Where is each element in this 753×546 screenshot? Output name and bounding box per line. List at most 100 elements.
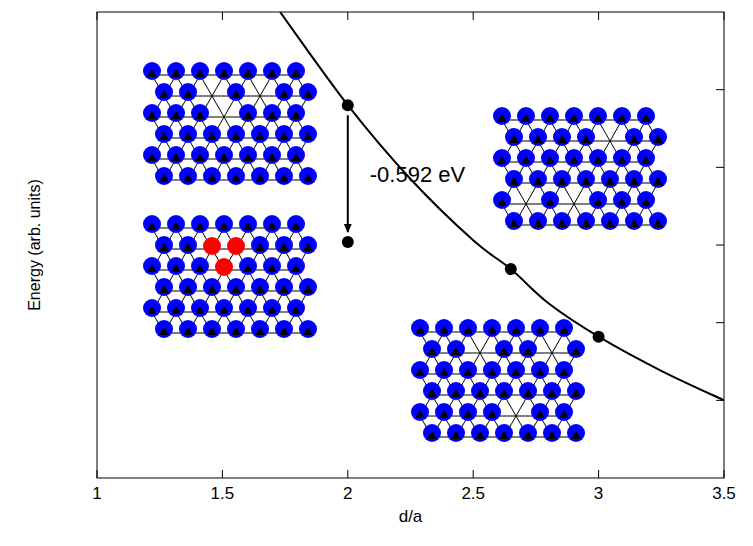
lattice-atom bbox=[507, 319, 525, 337]
lattice-atom bbox=[577, 170, 595, 188]
lattice-atom bbox=[649, 212, 667, 230]
atom-shade bbox=[533, 219, 543, 227]
lattice-atom bbox=[423, 340, 441, 358]
lattice-atom bbox=[519, 424, 537, 442]
lattice-atom bbox=[459, 403, 477, 421]
lattice-atom bbox=[191, 62, 209, 80]
x-tick bbox=[347, 470, 348, 478]
lattice-atom bbox=[601, 170, 619, 188]
atom-shade bbox=[499, 389, 509, 397]
lattice-atom bbox=[191, 299, 209, 317]
lattice-atom bbox=[179, 167, 197, 185]
atom-shade bbox=[487, 326, 497, 334]
atom-shade bbox=[547, 389, 557, 397]
atom-shade bbox=[231, 327, 241, 335]
atom-shade bbox=[653, 177, 663, 185]
lattice-atom bbox=[251, 167, 269, 185]
atom-shade bbox=[183, 285, 193, 293]
lattice-atom bbox=[299, 167, 317, 185]
atom-shade bbox=[207, 132, 217, 140]
lattice-atom bbox=[507, 361, 525, 379]
atom-shade bbox=[243, 69, 253, 77]
lattice-atom bbox=[179, 320, 197, 338]
x-tick bbox=[473, 470, 474, 478]
y-tick bbox=[716, 89, 724, 90]
lattice-atom bbox=[239, 62, 257, 80]
atom-shade bbox=[303, 243, 313, 251]
atom-shade bbox=[497, 114, 507, 122]
atom-shade bbox=[509, 219, 519, 227]
atom-shade bbox=[547, 431, 557, 439]
lattice-atom bbox=[541, 107, 559, 125]
atom-shade bbox=[509, 135, 519, 143]
lattice-atom bbox=[423, 424, 441, 442]
lattice-atom bbox=[505, 170, 523, 188]
lattice-atom bbox=[287, 257, 305, 275]
atom-shade bbox=[231, 90, 241, 98]
atom-shade bbox=[451, 389, 461, 397]
atom-shade bbox=[267, 111, 277, 119]
atom-shade bbox=[171, 153, 181, 161]
atom-shade bbox=[255, 285, 265, 293]
atom-shade bbox=[183, 174, 193, 182]
lattice-atom bbox=[275, 320, 293, 338]
atom-shade bbox=[267, 69, 277, 77]
atom-shade bbox=[439, 326, 449, 334]
atom-shade bbox=[195, 306, 205, 314]
atom-shade bbox=[243, 153, 253, 161]
lattice-atom bbox=[299, 125, 317, 143]
lattice-atom bbox=[517, 107, 535, 125]
atom-shade bbox=[439, 410, 449, 418]
lattice-atom bbox=[447, 340, 465, 358]
lattice-atom bbox=[263, 299, 281, 317]
lattice-atom bbox=[613, 107, 631, 125]
atom-shade bbox=[303, 174, 313, 182]
atom-shade bbox=[207, 285, 217, 293]
lattice-atom bbox=[299, 83, 317, 101]
lattice-atom bbox=[649, 128, 667, 146]
atom-shade bbox=[557, 219, 567, 227]
atom-shade bbox=[497, 198, 507, 206]
atom-shade bbox=[499, 347, 509, 355]
lattice-atom bbox=[517, 149, 535, 167]
lattice-atom bbox=[275, 83, 293, 101]
lattice-atom bbox=[565, 107, 583, 125]
data-point bbox=[342, 99, 354, 111]
atom-shade bbox=[571, 431, 581, 439]
x-tick bbox=[473, 12, 474, 20]
atom-shade bbox=[475, 431, 485, 439]
atom-shade bbox=[183, 243, 193, 251]
lattice-atom bbox=[203, 125, 221, 143]
lattice-atom bbox=[601, 212, 619, 230]
lattice-atom bbox=[239, 257, 257, 275]
atom-shade bbox=[581, 177, 591, 185]
atom-shade bbox=[533, 177, 543, 185]
lattice-atom bbox=[287, 299, 305, 317]
lattice-atom bbox=[625, 212, 643, 230]
lattice-atom bbox=[519, 382, 537, 400]
atom-shade bbox=[415, 368, 425, 376]
lattice-atom bbox=[567, 382, 585, 400]
atom-shade bbox=[497, 156, 507, 164]
atom-shade bbox=[487, 368, 497, 376]
atom-shade bbox=[557, 135, 567, 143]
atom-shade bbox=[605, 219, 615, 227]
atom-shade bbox=[415, 410, 425, 418]
lattice-atom bbox=[167, 146, 185, 164]
atom-shade bbox=[427, 431, 437, 439]
lattice-atom bbox=[155, 236, 173, 254]
atom-shade bbox=[617, 156, 627, 164]
x-tick bbox=[347, 12, 348, 20]
lattice-atom bbox=[215, 146, 233, 164]
lattice-atom bbox=[227, 167, 245, 185]
adatom bbox=[227, 237, 245, 255]
lattice-atom bbox=[143, 146, 161, 164]
atom-shade bbox=[523, 347, 533, 355]
lattice-atom bbox=[299, 236, 317, 254]
atom-shade bbox=[147, 306, 157, 314]
atom-shade bbox=[535, 368, 545, 376]
lattice-atom bbox=[541, 149, 559, 167]
lattice-atom bbox=[263, 146, 281, 164]
lattice-atom bbox=[299, 320, 317, 338]
atom-shade bbox=[159, 243, 169, 251]
